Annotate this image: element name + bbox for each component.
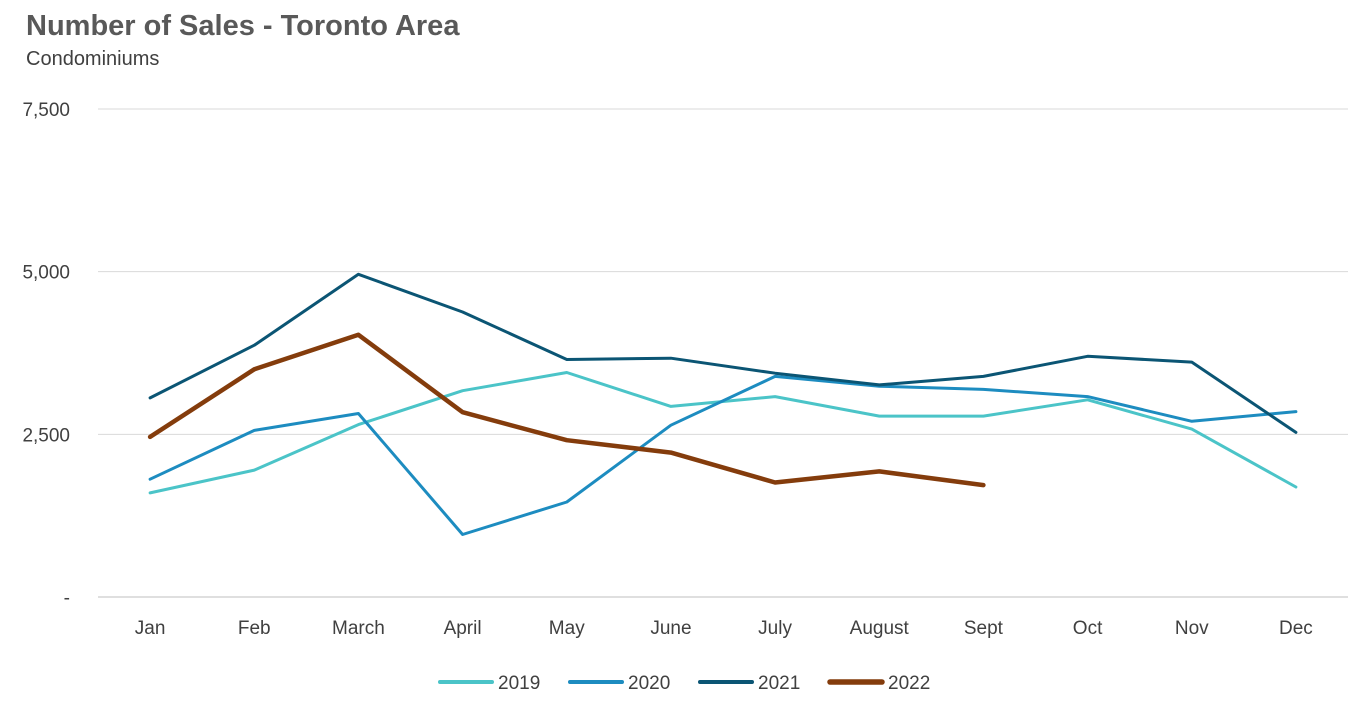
x-tick-label: August bbox=[850, 618, 910, 639]
series-group bbox=[147, 272, 1298, 536]
x-axis: Jan Feb March April May June July August Sept Oct… bbox=[135, 618, 1313, 639]
x-tick-label: March bbox=[332, 618, 385, 639]
series-line-2022 bbox=[147, 332, 986, 488]
x-tick-label: Oct bbox=[1073, 618, 1103, 639]
chart-title: Number of Sales - Toronto Area bbox=[26, 10, 460, 42]
legend: 2019 2020 2021 2022 bbox=[438, 673, 930, 694]
x-tick-label: Nov bbox=[1175, 618, 1209, 639]
x-tick-label: May bbox=[549, 618, 585, 639]
legend-label-2021: 2021 bbox=[758, 673, 800, 694]
x-tick-label: April bbox=[444, 618, 482, 639]
series-line-2020 bbox=[148, 374, 1298, 536]
legend-label-2022: 2022 bbox=[888, 673, 930, 694]
series-line-2021 bbox=[148, 272, 1298, 434]
y-tick-label: 2,500 bbox=[22, 425, 70, 446]
y-axis: - 2,500 5,000 7,500 bbox=[22, 100, 70, 609]
legend-label-2019: 2019 bbox=[498, 673, 540, 694]
x-tick-label: Jan bbox=[135, 618, 166, 639]
x-tick-label: Feb bbox=[238, 618, 271, 639]
x-tick-label: July bbox=[758, 618, 792, 639]
legend-label-2020: 2020 bbox=[628, 673, 670, 694]
y-tick-label: 5,000 bbox=[22, 263, 70, 284]
x-tick-label: Dec bbox=[1279, 618, 1313, 639]
y-tick-label: 7,500 bbox=[22, 100, 70, 121]
series-line-2019 bbox=[148, 371, 1298, 495]
x-tick-label: Sept bbox=[964, 618, 1004, 639]
chart-subtitle: Condominiums bbox=[26, 48, 160, 70]
gridlines bbox=[98, 108, 1348, 598]
x-tick-label: June bbox=[650, 618, 691, 639]
y-tick-label: - bbox=[64, 588, 70, 609]
